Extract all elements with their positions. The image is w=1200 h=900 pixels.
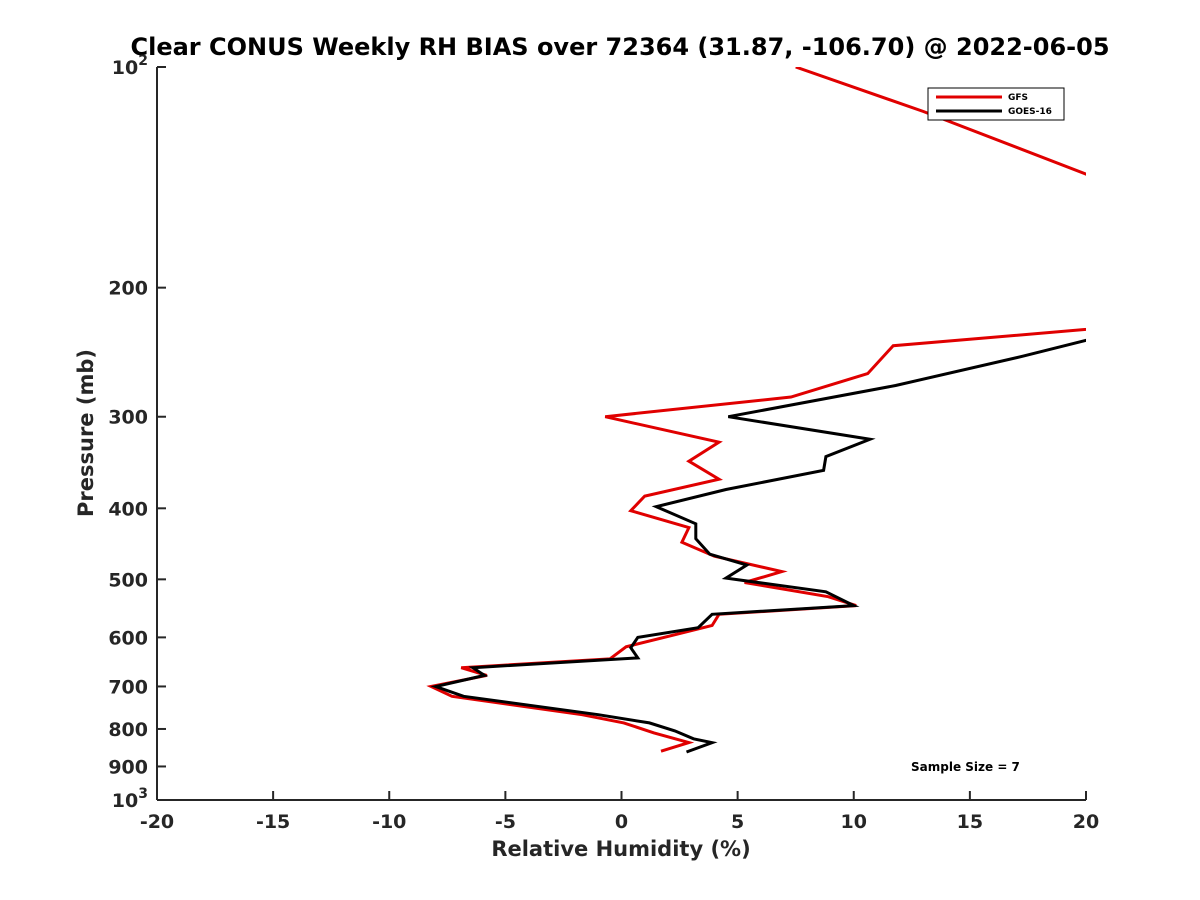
x-tick-label: -10 bbox=[372, 811, 406, 833]
y-tick-label: 800 bbox=[108, 719, 148, 741]
x-axis-label: Relative Humidity (%) bbox=[491, 837, 750, 861]
y-tick-label: 200 bbox=[108, 278, 148, 300]
x-tick-label: 0 bbox=[615, 811, 628, 833]
x-tick-label: 15 bbox=[957, 811, 983, 833]
y-tick-label: 500 bbox=[108, 569, 148, 591]
series-layer bbox=[426, 67, 1086, 754]
chart-title: Clear CONUS Weekly RH BIAS over 72364 (3… bbox=[130, 33, 1109, 61]
x-tick-label: -15 bbox=[256, 811, 290, 833]
y-tick-label: 103 bbox=[112, 786, 148, 812]
legend-label-gfs: GFS bbox=[1008, 93, 1028, 103]
legend-box bbox=[927, 87, 1065, 121]
axes: -20 -15 -10 -5 0 5 10 15 20 102 200 300 400 500 600 700… bbox=[108, 53, 1099, 833]
y-tick-label: 600 bbox=[108, 627, 148, 649]
legend-label-goes16: GOES-16 bbox=[1008, 107, 1052, 117]
y-tick-label: 400 bbox=[108, 498, 148, 520]
series-line-gfs bbox=[426, 67, 1086, 753]
y-tick-label: 300 bbox=[108, 407, 148, 429]
series-line-goes16 bbox=[430, 338, 1086, 754]
y-axis-label: Pressure (mb) bbox=[74, 349, 98, 517]
sample-size-annotation: Sample Size = 7 bbox=[911, 760, 1020, 774]
legend: GFS GOES-16 bbox=[927, 87, 1065, 121]
x-tick-label: 5 bbox=[731, 811, 744, 833]
y-tick-label: 102 bbox=[112, 53, 148, 79]
x-tick-label: -20 bbox=[140, 811, 174, 833]
y-tick-label: 700 bbox=[108, 676, 148, 698]
y-tick-label: 900 bbox=[108, 756, 148, 778]
x-tick-label: -5 bbox=[495, 811, 516, 833]
x-tick-label: 20 bbox=[1073, 811, 1099, 833]
x-tick-label: 10 bbox=[841, 811, 867, 833]
